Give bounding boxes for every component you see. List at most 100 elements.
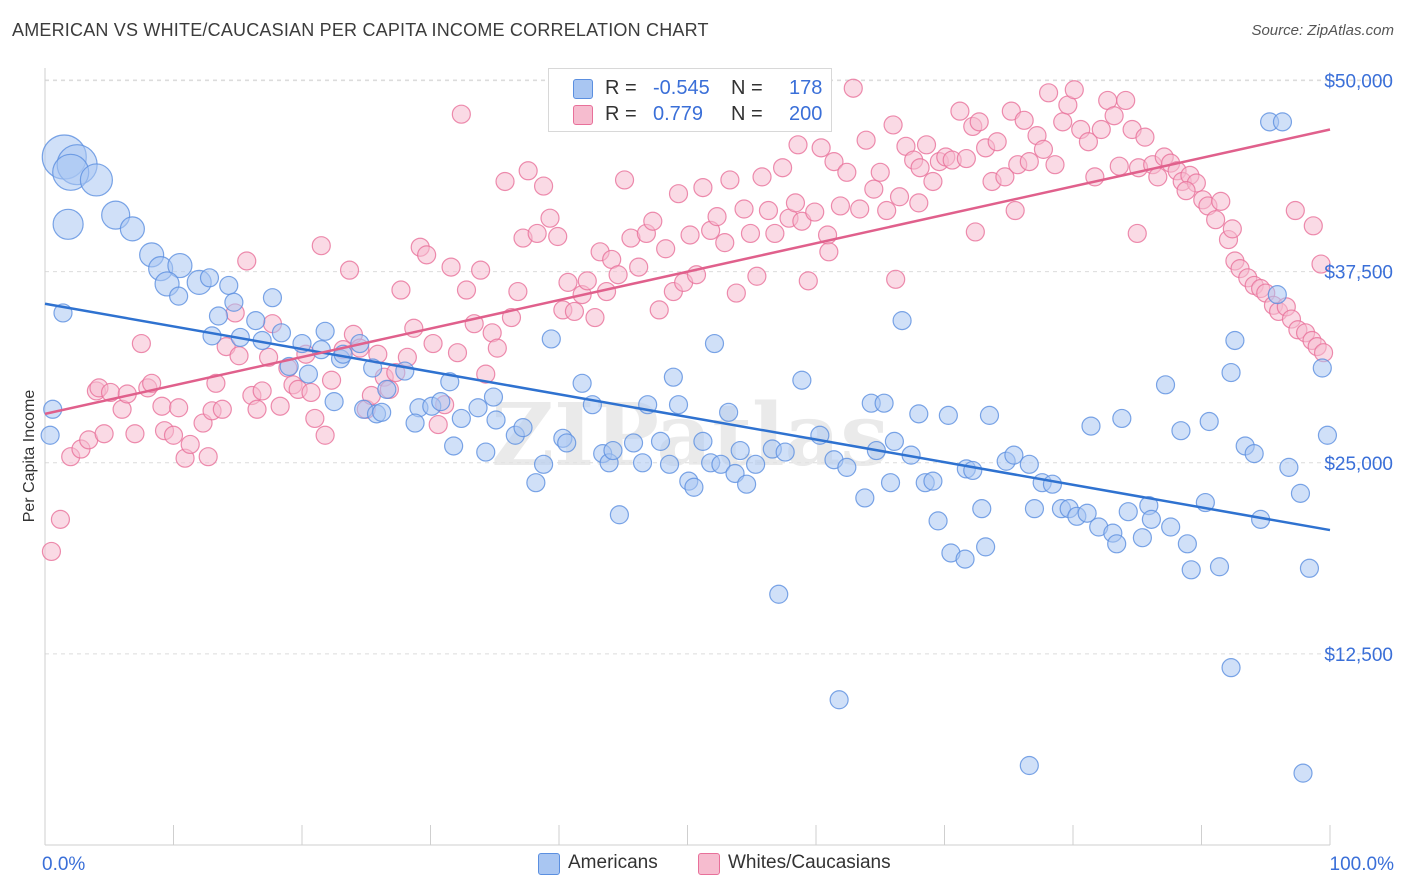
americans-point bbox=[1020, 757, 1038, 775]
americans-point bbox=[558, 434, 576, 452]
whites-caucasians-point bbox=[774, 159, 792, 177]
whites-caucasians-point bbox=[1046, 156, 1064, 174]
whites-caucasians-point bbox=[153, 397, 171, 415]
whites-caucasians-point bbox=[424, 335, 442, 353]
americans-point bbox=[209, 307, 227, 325]
americans-point bbox=[929, 512, 947, 530]
americans-point bbox=[1020, 455, 1038, 473]
americans-point bbox=[652, 432, 670, 450]
whites-caucasians-point bbox=[1015, 111, 1033, 129]
americans-point bbox=[378, 380, 396, 398]
americans-point bbox=[1113, 409, 1131, 427]
whites-caucasians-point bbox=[559, 273, 577, 291]
americans-point bbox=[625, 434, 643, 452]
americans-point bbox=[661, 455, 679, 473]
americans-point bbox=[1273, 113, 1291, 131]
whites-caucasians-point bbox=[472, 261, 490, 279]
americans-point bbox=[44, 400, 62, 418]
whites-caucasians-point bbox=[708, 208, 726, 226]
whites-caucasians-point bbox=[748, 267, 766, 285]
whites-caucasians-point bbox=[392, 281, 410, 299]
americans-legend-swatch bbox=[538, 853, 560, 875]
americans-legend-label: Americans bbox=[568, 852, 658, 874]
americans-point bbox=[1162, 518, 1180, 536]
whites-caucasians-point bbox=[970, 113, 988, 131]
americans-point bbox=[885, 432, 903, 450]
whites-caucasians-point bbox=[1110, 157, 1128, 175]
whites-caucasians-point bbox=[213, 400, 231, 418]
whites-caucasians-point bbox=[165, 426, 183, 444]
americans-point bbox=[956, 550, 974, 568]
whites-caucasians-point bbox=[766, 224, 784, 242]
scatter-plot: ZIPatlas $12,500$25,000$37,500$50,0000.0… bbox=[0, 0, 1406, 892]
americans-point bbox=[200, 269, 218, 287]
americans-point bbox=[634, 454, 652, 472]
whites-caucasians-point bbox=[957, 150, 975, 168]
whites-caucasians-point bbox=[838, 163, 856, 181]
whites-caucasians-point bbox=[488, 339, 506, 357]
americans-point bbox=[793, 371, 811, 389]
americans-point bbox=[484, 388, 502, 406]
whites-caucasians-point bbox=[741, 224, 759, 242]
whites-caucasians-point bbox=[509, 283, 527, 301]
whites-caucasians-point bbox=[271, 397, 289, 415]
americans-point bbox=[705, 335, 723, 353]
whites-caucasians-point bbox=[549, 228, 567, 246]
americans-point bbox=[924, 472, 942, 490]
whites-caucasians-point bbox=[887, 270, 905, 288]
americans-point bbox=[1025, 500, 1043, 518]
americans-point bbox=[80, 164, 112, 196]
whites-caucasians-point bbox=[694, 179, 712, 197]
whites-caucasians-point bbox=[519, 162, 537, 180]
whites-caucasians-point bbox=[1040, 84, 1058, 102]
whites-caucasians-point bbox=[341, 261, 359, 279]
whites-caucasians-point bbox=[616, 171, 634, 189]
whites-caucasians-point bbox=[857, 131, 875, 149]
americans-point bbox=[527, 474, 545, 492]
americans-point bbox=[731, 442, 749, 460]
americans-point bbox=[694, 432, 712, 450]
whites-caucasians-point bbox=[1128, 224, 1146, 242]
americans-point bbox=[964, 461, 982, 479]
americans-point bbox=[910, 405, 928, 423]
whites-caucasians-point bbox=[42, 542, 60, 560]
americans-point bbox=[1226, 331, 1244, 349]
americans-point bbox=[263, 289, 281, 307]
americans-point bbox=[1245, 445, 1263, 463]
whites-caucasians-point bbox=[306, 409, 324, 427]
whites-caucasians-point bbox=[951, 102, 969, 120]
whites-caucasians-point bbox=[442, 258, 460, 276]
whites-caucasians-point bbox=[988, 133, 1006, 151]
y-tick-label: $50,000 bbox=[1324, 72, 1393, 93]
americans-point bbox=[396, 362, 414, 380]
americans-point bbox=[1043, 475, 1061, 493]
americans-point bbox=[1318, 426, 1336, 444]
americans-point bbox=[573, 374, 591, 392]
whites-caucasians-point bbox=[799, 272, 817, 290]
americans-point bbox=[432, 393, 450, 411]
y-tick-label: $25,000 bbox=[1324, 454, 1393, 475]
americans-point bbox=[1142, 510, 1160, 528]
whites-caucasians-point bbox=[132, 335, 150, 353]
whites-caucasians-point bbox=[452, 105, 470, 123]
whites-legend-swatch bbox=[698, 853, 720, 875]
americans-point bbox=[312, 341, 330, 359]
whites-caucasians-point bbox=[1006, 202, 1024, 220]
legend-r-value: -0.545 bbox=[653, 77, 710, 100]
americans-point bbox=[1280, 458, 1298, 476]
americans-point bbox=[1182, 561, 1200, 579]
americans-point bbox=[53, 209, 83, 239]
americans-point bbox=[406, 414, 424, 432]
whites-caucasians-point bbox=[1117, 91, 1135, 109]
whites-caucasians-point bbox=[448, 344, 466, 362]
americans-point bbox=[664, 368, 682, 386]
americans-point bbox=[225, 293, 243, 311]
americans-trend-line bbox=[45, 304, 1330, 530]
americans-point bbox=[272, 324, 290, 342]
whites-caucasians-point bbox=[1207, 211, 1225, 229]
americans-point bbox=[542, 330, 560, 348]
americans-point bbox=[373, 403, 391, 421]
americans-point bbox=[1082, 417, 1100, 435]
americans-point bbox=[316, 322, 334, 340]
americans-point bbox=[1157, 376, 1175, 394]
